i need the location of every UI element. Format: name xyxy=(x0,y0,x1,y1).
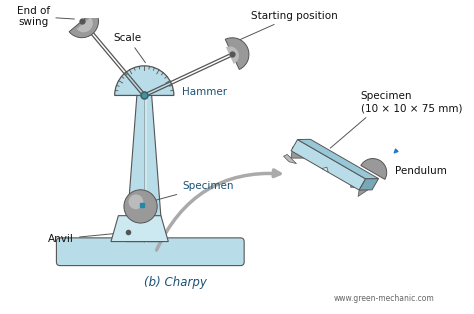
Polygon shape xyxy=(351,176,365,187)
Wedge shape xyxy=(69,10,99,38)
Polygon shape xyxy=(111,216,168,241)
Text: www.green-mechanic.com: www.green-mechanic.com xyxy=(334,294,435,303)
Text: Pendulum: Pendulum xyxy=(395,165,447,176)
Polygon shape xyxy=(359,179,379,190)
Wedge shape xyxy=(361,159,387,179)
Text: (b) Charpy: (b) Charpy xyxy=(144,276,207,289)
Polygon shape xyxy=(291,139,365,190)
Polygon shape xyxy=(283,154,296,164)
Circle shape xyxy=(128,194,143,209)
Circle shape xyxy=(124,190,157,223)
FancyBboxPatch shape xyxy=(56,238,244,266)
Polygon shape xyxy=(291,147,308,158)
Wedge shape xyxy=(226,46,239,64)
Text: Starting position: Starting position xyxy=(230,11,337,44)
FancyArrowPatch shape xyxy=(156,170,280,250)
Wedge shape xyxy=(225,38,249,69)
Text: Hammer: Hammer xyxy=(182,87,227,97)
Text: Specimen
(10 × 10 × 75 mm): Specimen (10 × 10 × 75 mm) xyxy=(361,91,462,114)
Polygon shape xyxy=(298,139,379,179)
Text: Scale: Scale xyxy=(114,33,146,63)
Text: Anvil: Anvil xyxy=(48,233,125,244)
Polygon shape xyxy=(126,95,163,241)
Text: End of
swing: End of swing xyxy=(17,6,74,27)
Polygon shape xyxy=(358,182,371,197)
Text: Specimen: Specimen xyxy=(153,181,234,201)
Polygon shape xyxy=(322,167,328,172)
Wedge shape xyxy=(77,17,93,32)
Wedge shape xyxy=(115,66,174,95)
